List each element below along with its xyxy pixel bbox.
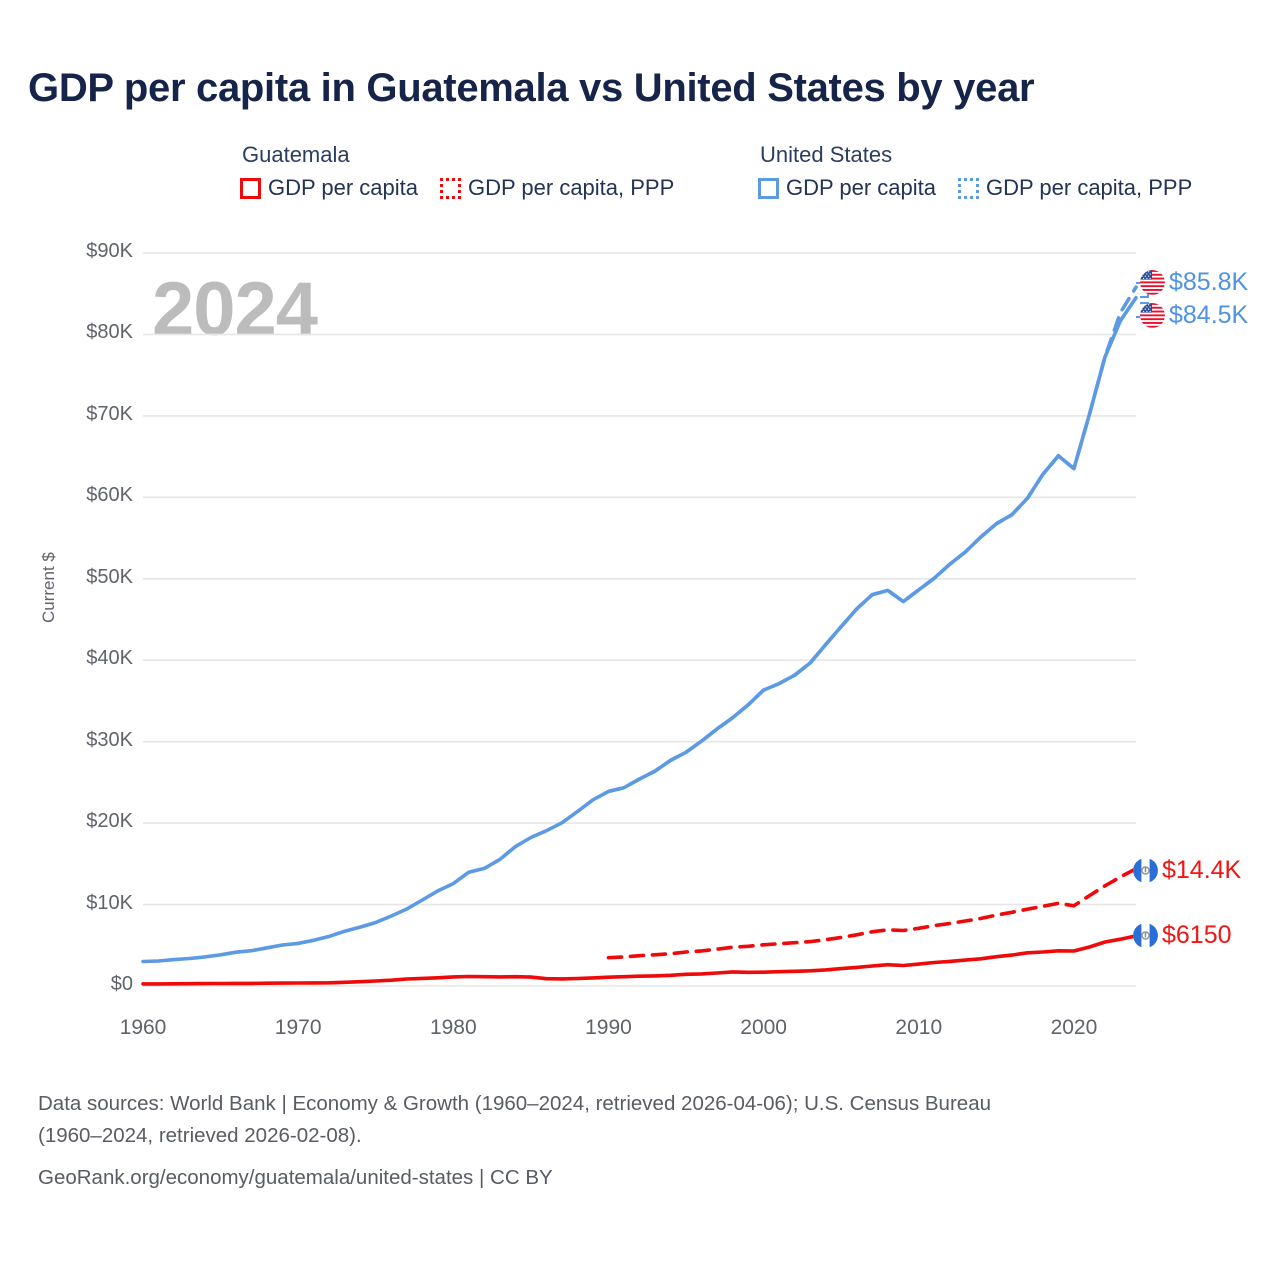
- series-line: [606, 866, 1138, 960]
- end-label-gt-ppp: $14.4K: [1133, 856, 1241, 885]
- x-tick-label: 1980: [429, 1016, 477, 1039]
- y-tick-label: $30K: [86, 728, 133, 751]
- end-label-gt-gdp: $6150: [1133, 921, 1232, 950]
- legend-item-guatemala-ppp[interactable]: GDP per capita, PPP: [440, 175, 674, 201]
- us-flag-icon: [1140, 270, 1165, 295]
- y-tick-label: $50K: [86, 565, 133, 588]
- x-tick-label: 1990: [585, 1016, 632, 1039]
- x-tick-label: 1970: [274, 1016, 322, 1039]
- legend-item-guatemala-gdp[interactable]: GDP per capita: [240, 175, 418, 201]
- data-series-layer: [141, 285, 1138, 986]
- end-label-us-ppp: $85.8K: [1140, 268, 1248, 297]
- legend-swatch-solid-icon: [240, 177, 261, 199]
- y-tick-label: $90K: [86, 240, 133, 262]
- guatemala-flag-icon: [1133, 923, 1158, 948]
- footer: Data sources: World Bank | Economy & Gro…: [38, 1088, 1248, 1193]
- end-label-value: $85.8K: [1169, 268, 1249, 296]
- series-line: [141, 934, 1138, 986]
- legend-item-united-states-ppp[interactable]: GDP per capita, PPP: [958, 175, 1192, 201]
- legend-swatch-dotted-icon: [440, 177, 462, 199]
- chart-title: GDP per capita in Guatemala vs United St…: [28, 66, 1035, 110]
- y-tick-label: $0: [110, 973, 133, 995]
- end-label-value: $6150: [1162, 921, 1232, 949]
- end-label-value: $14.4K: [1162, 856, 1242, 884]
- legend-label-united-states-gdp: GDP per capita: [786, 175, 937, 200]
- y-tick-label: $40K: [86, 647, 133, 670]
- footer-sources-line1: Data sources: World Bank | Economy & Gro…: [38, 1092, 991, 1115]
- year-watermark: 2024: [152, 267, 318, 352]
- footer-attribution[interactable]: GeoRank.org/economy/guatemala/united-sta…: [38, 1165, 553, 1189]
- y-tick-label: $60K: [86, 484, 133, 507]
- legend-group-guatemala: Guatemala GDP per capita GDP per capita,…: [240, 142, 758, 201]
- series-line: [606, 285, 1138, 794]
- legend-label-united-states-ppp: GDP per capita, PPP: [986, 175, 1193, 200]
- guatemala-flag-icon: [1133, 858, 1158, 883]
- end-label-us-gdp: $84.5K: [1140, 301, 1248, 330]
- gridlines: [143, 252, 1136, 987]
- legend-swatch-dotted-icon: [958, 177, 980, 199]
- legend-item-united-states-gdp[interactable]: GDP per capita: [758, 175, 936, 201]
- us-flag-icon: [1140, 303, 1165, 328]
- x-tick-label: 2020: [1050, 1016, 1098, 1039]
- legend-country-guatemala: Guatemala: [242, 142, 350, 167]
- legend-label-guatemala-gdp: GDP per capita: [268, 175, 419, 200]
- y-tick-label: $20K: [86, 810, 133, 833]
- x-tick-label: 2000: [740, 1016, 787, 1039]
- series-line: [141, 296, 1138, 964]
- legend-swatch-solid-icon: [758, 177, 779, 199]
- legend-label-guatemala-ppp: GDP per capita, PPP: [468, 175, 675, 200]
- x-tick-label: 1960: [119, 1016, 167, 1039]
- y-tick-label: $80K: [86, 321, 133, 344]
- x-tick-label: 2010: [895, 1016, 943, 1039]
- footer-sources-line2: (1960–2024, retrieved 2026-02-08).: [38, 1123, 362, 1147]
- y-tick-label: $70K: [86, 402, 133, 425]
- end-label-value: $84.5K: [1169, 301, 1249, 329]
- y-tick-label: $10K: [86, 891, 133, 914]
- chart-legend: Guatemala GDP per capita GDP per capita,…: [240, 142, 1192, 201]
